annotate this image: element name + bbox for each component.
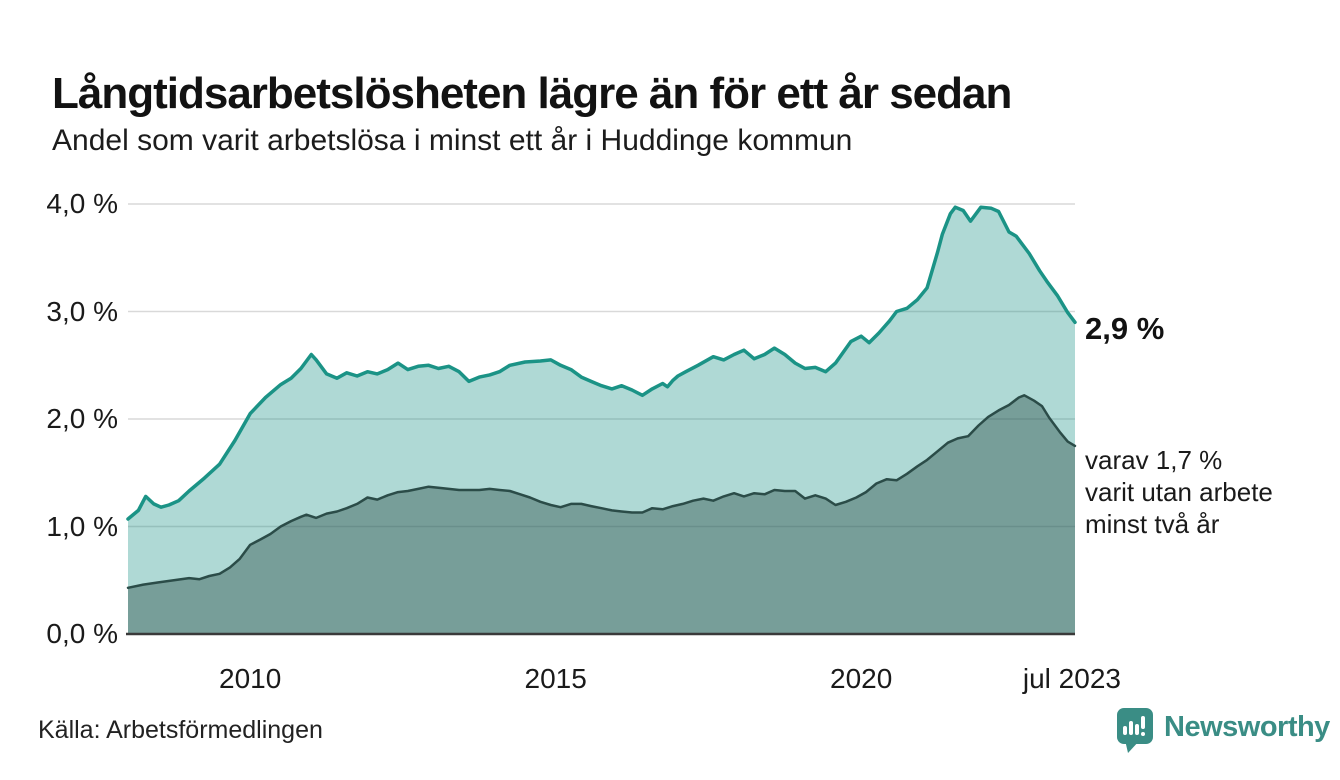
chart-subtitle: Andel som varit arbetslösa i minst ett å… xyxy=(52,124,853,157)
x-axis-tick-label: 2010 xyxy=(219,663,282,694)
page-title: Långtidsarbetslösheten lägre än för ett … xyxy=(52,69,1012,119)
x-axis-tick-label: 2015 xyxy=(524,663,587,694)
two-year-annotation: varav 1,7 % varit utan arbete minst två … xyxy=(1085,445,1273,539)
series-line xyxy=(126,394,1077,590)
latest-total-value-label: 2,9 % xyxy=(1085,311,1165,346)
newsworthy-logo: Newsworthy xyxy=(1115,706,1330,754)
y-axis-tick-label: 2,0 % xyxy=(46,403,118,434)
y-axis-tick-label: 4,0 % xyxy=(46,188,118,219)
source-note: Källa: Arbetsförmedlingen xyxy=(38,716,323,744)
x-axis-tick-label: 2020 xyxy=(830,663,893,694)
y-axis-tick-label: 3,0 % xyxy=(46,295,118,327)
area-fill xyxy=(128,207,1075,634)
x-axis-tick-label: jul 2023 xyxy=(1022,663,1121,694)
series-line xyxy=(126,205,1077,521)
y-axis-tick-label: 1,0 % xyxy=(46,510,118,542)
area-fill xyxy=(128,395,1075,634)
newsworthy-wordmark: Newsworthy xyxy=(1164,711,1330,743)
newsworthy-bubble-chart-icon xyxy=(1117,708,1153,753)
y-axis-tick-label: 0,0 % xyxy=(46,618,118,649)
